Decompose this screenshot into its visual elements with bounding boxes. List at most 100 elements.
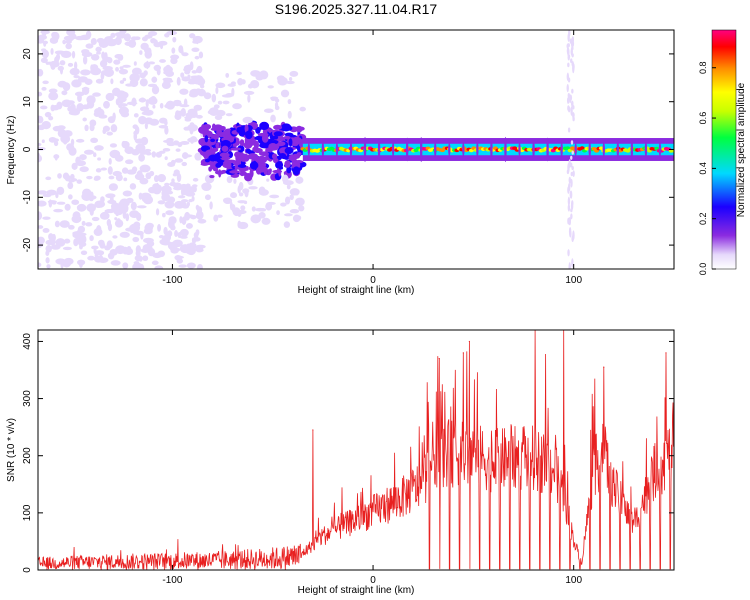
noise-speckle	[177, 195, 186, 199]
colorbar: 0.0 0.2 0.4 0.6 0.8 Normalized spectral ampl…	[698, 29, 747, 275]
onset-speckle	[214, 170, 225, 175]
onset-speckle	[236, 126, 245, 134]
noise-speckle	[94, 175, 101, 181]
noise-speckle	[168, 216, 177, 225]
noise-speckle	[106, 218, 112, 227]
noise-speckle	[44, 111, 52, 118]
onset-speckle	[201, 182, 212, 191]
onset-speckle	[247, 83, 254, 89]
line-spike	[335, 142, 339, 157]
onset-speckle	[257, 132, 269, 137]
onset-speckle	[258, 208, 267, 212]
colorbar-tick-label: 0.4	[698, 162, 708, 175]
colorbar-ticks: 0.0 0.2 0.4 0.6 0.8	[698, 61, 716, 275]
noise-speckle	[130, 201, 137, 211]
onset-speckle	[273, 124, 283, 130]
snr-line	[38, 330, 674, 570]
noise-speckle	[38, 115, 44, 124]
line-spike	[616, 140, 620, 159]
colorbar-tick-label: 0.0	[698, 263, 708, 276]
noise-speckle	[57, 173, 62, 179]
noise-speckle	[105, 92, 115, 102]
onset-speckle	[295, 125, 303, 133]
line-spike	[560, 141, 563, 158]
onset-speckle	[288, 138, 293, 147]
onset-speckle	[211, 93, 217, 103]
onset-speckle	[239, 139, 244, 147]
onset-speckle	[273, 159, 278, 163]
spectrogram-ytick-label: -10	[22, 190, 33, 205]
noise-speckle	[55, 238, 66, 247]
noise-speckle	[195, 229, 200, 236]
onset-speckle	[287, 98, 292, 105]
noise-speckle	[156, 67, 161, 76]
line-spike	[391, 142, 395, 157]
noise-speckle	[138, 153, 145, 162]
noise-speckle	[68, 110, 80, 116]
line-spike	[490, 138, 493, 161]
line-spike	[588, 141, 591, 158]
onset-speckle	[259, 121, 270, 131]
line-spike	[448, 143, 451, 156]
onset-speckle	[286, 125, 293, 131]
onset-speckle	[247, 153, 259, 160]
line-spike	[602, 142, 605, 157]
onset-speckle	[204, 158, 210, 163]
noise-speckle	[78, 241, 87, 247]
onset-speckle	[212, 126, 220, 130]
streak-speckle	[570, 47, 573, 56]
noise-speckle	[85, 43, 94, 49]
noise-speckle	[81, 220, 86, 226]
onset-speckle	[259, 142, 270, 149]
noise-speckle	[139, 164, 151, 173]
onset-speckle	[242, 116, 253, 124]
noise-speckle	[125, 83, 135, 87]
noise-speckle	[41, 139, 45, 144]
line-spike	[307, 143, 311, 156]
noise-speckle	[107, 166, 113, 175]
noise-speckle	[143, 195, 154, 205]
line-spike	[658, 142, 662, 157]
onset-speckle	[270, 114, 276, 123]
line-spike	[434, 141, 437, 158]
noise-speckle	[38, 262, 42, 268]
noise-speckle	[192, 40, 200, 44]
noise-speckle	[112, 235, 118, 239]
noise-speckle	[57, 65, 64, 71]
onset-speckle	[240, 205, 246, 211]
noise-speckle	[157, 250, 166, 258]
noise-speckle	[97, 157, 102, 161]
streak-speckle	[571, 200, 574, 207]
onset-speckle	[296, 145, 301, 152]
onset-speckle	[278, 153, 287, 159]
noise-speckle	[123, 33, 131, 42]
onset-speckle	[232, 143, 238, 147]
onset-speckle	[232, 103, 242, 110]
noise-speckle	[45, 250, 50, 256]
noise-speckle	[100, 72, 105, 80]
noise-speckle	[46, 264, 51, 269]
noise-speckle	[131, 97, 137, 107]
noise-speckle	[181, 161, 188, 167]
streak-speckle	[571, 88, 574, 94]
noise-speckle	[79, 166, 89, 173]
noise-speckle	[59, 220, 70, 228]
onset-speckle	[299, 106, 306, 112]
onset-speckle	[282, 180, 294, 186]
noise-speckle	[41, 49, 49, 59]
noise-speckle	[85, 30, 92, 39]
streak-speckle	[571, 40, 575, 47]
noise-speckle	[48, 91, 59, 101]
spectrogram-heatmap	[38, 30, 674, 269]
noise-speckle	[41, 121, 51, 130]
noise-speckle	[178, 264, 187, 268]
noise-speckle	[75, 138, 85, 143]
noise-speckle	[138, 97, 147, 103]
noise-speckle	[97, 257, 109, 263]
noise-speckle	[145, 99, 149, 108]
noise-speckle	[77, 76, 89, 83]
noise-speckle	[48, 116, 54, 121]
noise-speckle	[200, 84, 205, 89]
onset-speckle	[289, 209, 300, 214]
